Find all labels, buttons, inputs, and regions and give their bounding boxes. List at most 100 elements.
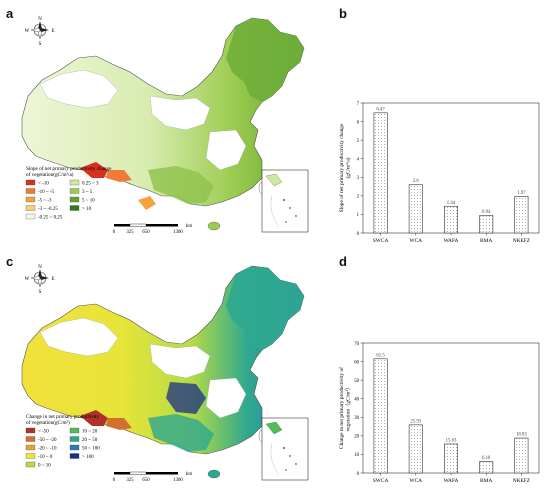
scale-tick-3-c: 1300 (173, 478, 183, 483)
region-blank-east-c (205, 377, 247, 419)
legend-swatch-c-5 (69, 427, 80, 434)
y-axis-label-d-0: Change in net primary productivity of (338, 367, 345, 449)
scale-bar-c: 0 325 650 1300 km (113, 471, 192, 483)
bar-b-nkefz (514, 196, 529, 234)
region-south-green-a (148, 166, 214, 204)
region-blank-north-a (39, 69, 119, 109)
legend-label-c-6: 20 ~ 50 (82, 438, 98, 443)
x-tick-label-d-2: WAFA (444, 478, 459, 484)
legend-swatch-c-7 (69, 444, 80, 451)
region-southwest-red-a (80, 162, 108, 178)
value-label-d-2: 15.63 (446, 438, 457, 443)
legend-label-c-4: 0 ~ 10 (38, 464, 51, 469)
compass-e: E (51, 277, 54, 282)
value-label-b-4: 1.97 (517, 191, 526, 196)
panel-letter-c: c (6, 254, 14, 269)
y-tick-label-d-0: 0 (357, 472, 360, 477)
legend-swatch-c-2 (25, 444, 36, 451)
value-label-d-1: 25.93 (410, 419, 421, 424)
y-tick-label-b-7: 7 (357, 102, 360, 107)
compass-e: E (51, 29, 54, 34)
legend-swatch-a-2 (25, 196, 36, 203)
chart-b: 0 1 2 3 4 5 6 7 Slope of net primary productivit… (338, 102, 540, 244)
scale-bar-a: 0 325 650 1300 km (113, 223, 192, 235)
y-axis-label-d-1: vegetation（gC/m²） (345, 385, 352, 432)
region-northeast-c (226, 266, 304, 350)
x-tick-label-b-3: BMA (480, 238, 492, 244)
region-southwest-orange-c (106, 418, 132, 430)
compass-w: W (25, 29, 30, 34)
map-c: N S W E 0 325 650 1300 km Change in net … (21, 265, 309, 483)
region-southwest-red-c (80, 410, 108, 426)
scale-tick-3-a: 1300 (173, 230, 183, 235)
region-northeast-a (226, 18, 304, 102)
legend-label-a-8: > 10 (82, 207, 92, 212)
y-tick-label-d-6: 60 (354, 360, 359, 365)
x-tick-label-b-0: SWCA (373, 238, 389, 244)
south-china-sea-inset-c (261, 417, 309, 481)
region-blank-inner-c (149, 343, 211, 379)
legend-swatch-c-6 (69, 436, 80, 442)
y-tick-label-b-1: 1 (357, 213, 360, 218)
value-label-d-0: 61.5 (376, 353, 385, 358)
legend-label-a-3: -3 ~ -0.25 (38, 207, 58, 212)
y-tick-label-d-5: 50 (354, 379, 359, 384)
legend-swatch-a-4 (25, 213, 36, 220)
legend-swatch-c-3 (25, 453, 36, 459)
value-label-b-3: 0.94 (482, 210, 491, 215)
compass-s: S (39, 42, 42, 47)
x-tick-label-d-1: WCA (410, 478, 423, 484)
legend-swatch-a-7 (69, 196, 80, 203)
bar-d-wafa (444, 443, 458, 474)
legend-label-c-0: < -50 (38, 430, 49, 435)
legend-label-c-3: -10 ~ 0 (38, 455, 53, 460)
scale-tick-1-a: 325 (126, 230, 134, 235)
bar-d-wca (408, 424, 423, 474)
legend-label-c-1: -50 ~ -20 (38, 438, 57, 443)
y-tick-label-b-4: 4 (357, 158, 360, 163)
legend-a: Slope of net primary productivity change… (25, 165, 112, 221)
bar-b-swca (373, 112, 388, 234)
panel-letter-d: d (339, 254, 347, 269)
value-label-b-1: 2.6 (413, 179, 420, 184)
region-southwest-orange-a (106, 170, 132, 182)
y-tick-label-d-2: 20 (354, 435, 359, 440)
x-tick-label-d-0: SWCA (373, 478, 389, 484)
region-blank-east-a (205, 129, 247, 171)
y-tick-label-b-3: 3 (357, 176, 360, 181)
region-central-blue-c (166, 382, 206, 414)
legend-swatch-a-8 (69, 205, 80, 211)
compass-rose-icon: N S W E (25, 265, 55, 295)
legend-label-c-7: 50 ~ 100 (82, 447, 100, 452)
scale-unit-a: km (186, 224, 192, 229)
legend-label-a-6: 3 ~ 5 (82, 190, 93, 195)
y-tick-label-d-7: 70 (354, 342, 359, 347)
legend-label-a-2: -5 ~ -3 (38, 199, 52, 204)
legend-swatch-a-6 (69, 188, 80, 194)
legend-label-c-2: -20 ~ -10 (38, 447, 57, 452)
compass-n: N (38, 17, 42, 22)
legend-swatch-c-4 (25, 461, 36, 468)
legend-swatch-c-1 (25, 436, 36, 442)
hainan-island-c (207, 469, 221, 479)
bar-d-swca (373, 358, 388, 474)
legend-swatch-c-0 (25, 427, 36, 434)
y-tick-label-b-2: 2 (357, 195, 360, 200)
legend-swatch-c-8 (69, 453, 80, 459)
x-tick-label-b-4: NKEFZ (513, 238, 530, 244)
legend-label-a-7: 5 ~ 10 (82, 199, 95, 204)
compass-rose-icon: N S W E (25, 17, 55, 47)
y-tick-label-d-1: 10 (354, 453, 359, 458)
y-tick-label-b-0: 0 (357, 232, 360, 237)
legend-label-a-4: -0.25 ~ 0.25 (38, 216, 63, 221)
legend-title-a-1: of vegetation(gC/m²/a) (26, 171, 74, 178)
legend-title-c-1: of vegetation(gC/m²) (26, 419, 70, 426)
legend-title-c-0: Change in net primary productivity (26, 414, 100, 420)
hainan-island-a (207, 221, 221, 231)
panel-letter-a: a (6, 6, 14, 21)
bar-b-wafa (444, 205, 458, 234)
legend-label-a-1: -10 ~ -5 (38, 190, 55, 195)
value-label-d-3: 6.18 (482, 456, 491, 461)
region-blank-north-c (39, 317, 119, 357)
